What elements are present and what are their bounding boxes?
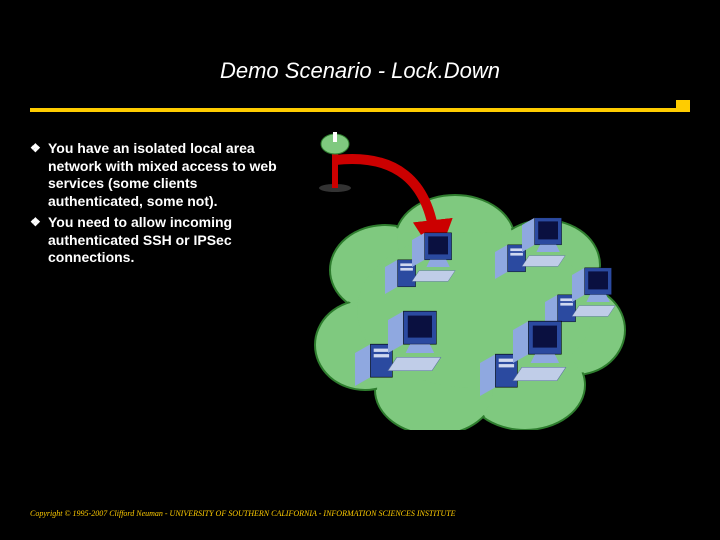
network-diagram	[295, 130, 655, 430]
bullet-text: You have an isolated local area network …	[48, 140, 290, 210]
divider-tick	[676, 100, 690, 110]
bullet-text: You need to allow incoming authenticated…	[48, 214, 290, 267]
diamond-bullet-icon: ❖	[30, 214, 48, 231]
slide-root: Demo Scenario - Lock.Down ❖ You have an …	[0, 0, 720, 540]
network-diagram-svg	[295, 130, 655, 430]
diamond-bullet-icon: ❖	[30, 140, 48, 157]
bullet-item: ❖ You have an isolated local area networ…	[30, 140, 290, 210]
divider-line	[30, 108, 690, 112]
slide-title: Demo Scenario - Lock.Down	[0, 58, 720, 84]
bullet-list: ❖ You have an isolated local area networ…	[30, 140, 290, 271]
bullet-item: ❖ You need to allow incoming authenticat…	[30, 214, 290, 267]
copyright-footer: Copyright © 1995-2007 Clifford Neuman - …	[30, 509, 456, 518]
